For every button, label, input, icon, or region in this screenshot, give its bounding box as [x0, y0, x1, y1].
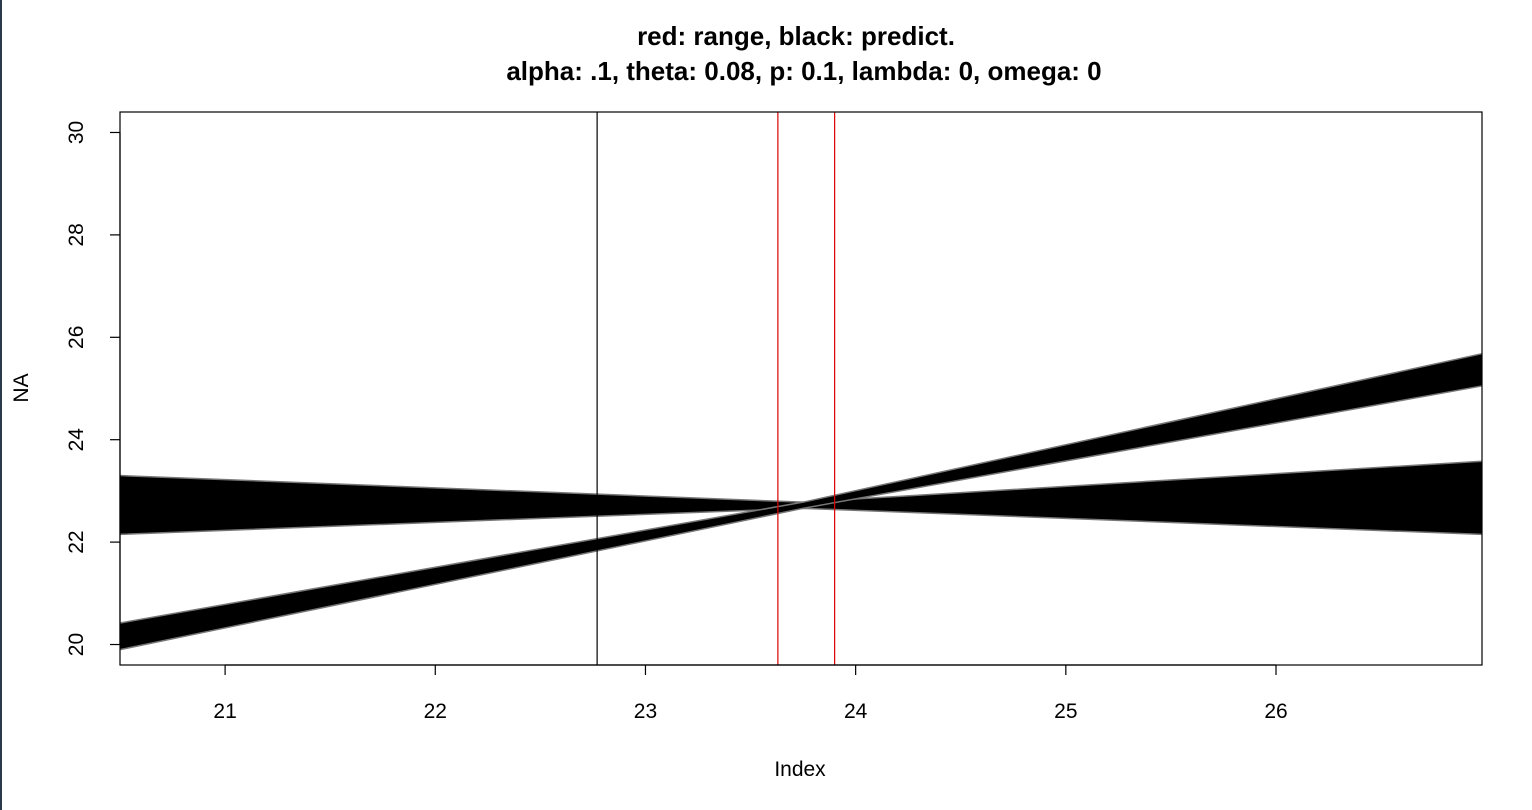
x-tick-label-25: 25	[1054, 700, 1077, 723]
band-2-lower-edge	[119, 385, 1483, 651]
y-tick-label-30: 30	[65, 121, 88, 144]
prediction-band-2	[120, 353, 1482, 650]
x-tick-label-26: 26	[1264, 700, 1287, 723]
chart-title: red: range, black: predict.	[637, 21, 955, 51]
x-tick-label-23: 23	[634, 700, 657, 723]
y-tick-label-20: 20	[65, 633, 88, 656]
y-tick-label-28: 28	[65, 223, 88, 246]
x-tick-label-22: 22	[424, 700, 447, 723]
prediction-bands	[119, 352, 1483, 651]
window-edge	[0, 0, 2, 810]
y-tick-label-24: 24	[65, 428, 88, 452]
x-axis: 21 22 23 24 25 26	[213, 664, 1288, 723]
x-axis-label: Index	[774, 758, 826, 781]
y-axis-label: NA	[10, 373, 33, 402]
x-tick-label-24: 24	[844, 700, 868, 723]
y-tick-label-22: 22	[65, 530, 88, 553]
band-2-upper-edge	[119, 352, 1483, 624]
y-axis: 20 22 24 26 28 30	[65, 121, 121, 656]
x-tick-label-21: 21	[213, 700, 236, 723]
y-tick-label-26: 26	[65, 326, 88, 349]
chart-subtitle: alpha: .1, theta: 0.08, p: 0.1, lambda: …	[506, 56, 1101, 86]
prediction-band-1	[120, 461, 1482, 535]
plot-frame	[119, 111, 1483, 666]
vertical-lines	[596, 112, 836, 665]
